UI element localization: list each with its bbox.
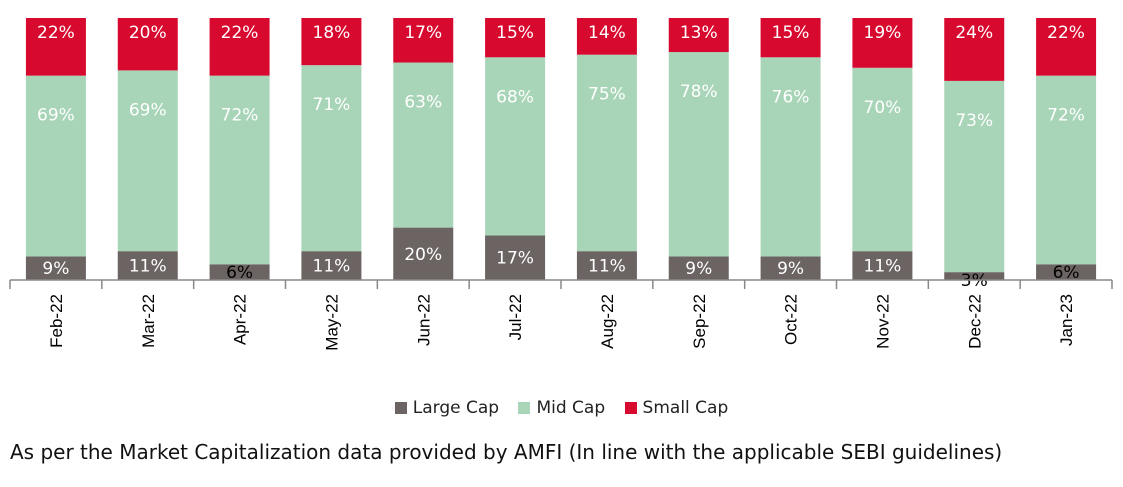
bar-large-cap-sep-22 bbox=[668, 256, 729, 280]
bar-small-cap-sep-22 bbox=[668, 18, 729, 53]
data-label-large-cap-aug-22: 11% bbox=[588, 257, 626, 277]
data-label-mid-cap-may-22: 71% bbox=[313, 95, 351, 115]
data-label-large-cap-oct-22: 9% bbox=[777, 259, 804, 279]
data-label-large-cap-nov-22: 11% bbox=[864, 257, 902, 277]
x-tick-label-apr-22: Apr-22 bbox=[231, 294, 250, 345]
bar-small-cap-apr-22 bbox=[209, 18, 270, 76]
bar-small-cap-jan-23 bbox=[1036, 18, 1097, 76]
data-label-small-cap-oct-22: 15% bbox=[772, 23, 810, 43]
bar-large-cap-jun-22 bbox=[393, 227, 454, 280]
legend-item-mid-cap: Mid Cap bbox=[518, 398, 605, 418]
bar-mid-cap-jan-23 bbox=[1036, 75, 1097, 265]
bar-large-cap-may-22 bbox=[301, 251, 362, 280]
data-label-large-cap-jan-23: 6% bbox=[1053, 263, 1080, 283]
footnote: As per the Market Capitalization data pr… bbox=[10, 440, 1003, 464]
data-label-large-cap-feb-22: 9% bbox=[42, 259, 69, 279]
bar-mid-cap-may-22 bbox=[301, 65, 362, 252]
bar-small-cap-nov-22 bbox=[852, 18, 913, 68]
bar-small-cap-may-22 bbox=[301, 18, 362, 66]
data-label-large-cap-dec-22: 3% bbox=[961, 271, 988, 291]
bar-small-cap-feb-22 bbox=[25, 18, 86, 76]
legend: Large Cap Mid Cap Small Cap bbox=[0, 398, 1123, 418]
x-tick-label-may-22: May-22 bbox=[322, 294, 341, 351]
data-label-mid-cap-apr-22: 72% bbox=[221, 106, 259, 126]
data-label-small-cap-may-22: 18% bbox=[313, 23, 351, 43]
x-tick-label-jul-22: Jul-22 bbox=[506, 294, 525, 340]
bar-mid-cap-jul-22 bbox=[485, 57, 546, 236]
data-label-large-cap-apr-22: 6% bbox=[226, 263, 253, 283]
x-tick-label-oct-22: Oct-22 bbox=[782, 294, 801, 345]
bar-mid-cap-apr-22 bbox=[209, 75, 270, 265]
data-label-small-cap-mar-22: 20% bbox=[129, 23, 167, 43]
legend-swatch-large-cap bbox=[394, 402, 407, 414]
bar-mid-cap-aug-22 bbox=[576, 54, 637, 252]
stacked-bar-chart: 9% 69% 22% 11% 69% 20% 6% 72% 22% 11% 71% 18% 20% 63%… bbox=[9, 18, 1113, 351]
x-tick-label-jan-23: Jan-23 bbox=[1057, 294, 1076, 346]
data-label-mid-cap-jul-22: 68% bbox=[496, 87, 534, 107]
bar-small-cap-aug-22 bbox=[576, 18, 637, 55]
data-label-mid-cap-aug-22: 75% bbox=[588, 85, 626, 105]
bar-large-cap-aug-22 bbox=[576, 251, 637, 280]
data-label-mid-cap-mar-22: 69% bbox=[129, 100, 167, 120]
data-label-large-cap-mar-22: 11% bbox=[129, 257, 167, 277]
data-label-large-cap-jun-22: 20% bbox=[404, 245, 442, 265]
x-tick-label-feb-22: Feb-22 bbox=[47, 294, 66, 348]
x-tick-label-sep-22: Sep-22 bbox=[690, 294, 709, 349]
bar-small-cap-jun-22 bbox=[393, 18, 454, 63]
legend-swatch-small-cap bbox=[624, 402, 637, 414]
data-label-small-cap-nov-22: 19% bbox=[864, 23, 902, 43]
bar-small-cap-oct-22 bbox=[760, 18, 821, 58]
bar-mid-cap-dec-22 bbox=[944, 80, 1005, 273]
data-label-mid-cap-jan-23: 72% bbox=[1047, 106, 1085, 126]
data-label-large-cap-jul-22: 17% bbox=[496, 249, 534, 269]
data-label-small-cap-apr-22: 22% bbox=[221, 23, 259, 43]
bar-large-cap-apr-22 bbox=[209, 264, 270, 280]
data-label-small-cap-jun-22: 17% bbox=[404, 23, 442, 43]
bar-mid-cap-mar-22 bbox=[117, 70, 178, 252]
data-label-small-cap-dec-22: 24% bbox=[955, 23, 993, 43]
data-label-mid-cap-dec-22: 73% bbox=[955, 111, 993, 131]
bar-mid-cap-jun-22 bbox=[393, 62, 454, 228]
data-label-small-cap-sep-22: 13% bbox=[680, 23, 718, 43]
bar-large-cap-mar-22 bbox=[117, 251, 178, 280]
bar-small-cap-jul-22 bbox=[485, 18, 546, 58]
data-label-large-cap-may-22: 11% bbox=[313, 257, 351, 277]
bar-small-cap-mar-22 bbox=[117, 18, 178, 71]
legend-label-large-cap: Large Cap bbox=[412, 398, 500, 418]
bar-mid-cap-oct-22 bbox=[760, 57, 821, 257]
bar-large-cap-nov-22 bbox=[852, 251, 913, 280]
bar-large-cap-jul-22 bbox=[485, 235, 546, 280]
bar-mid-cap-sep-22 bbox=[668, 52, 729, 257]
legend-label-mid-cap: Mid Cap bbox=[536, 398, 606, 418]
x-tick-label-dec-22: Dec-22 bbox=[965, 294, 984, 349]
bar-mid-cap-nov-22 bbox=[852, 67, 913, 252]
bar-large-cap-dec-22 bbox=[944, 272, 1005, 280]
data-label-mid-cap-nov-22: 70% bbox=[864, 98, 902, 118]
x-tick-label-mar-22: Mar-22 bbox=[139, 294, 158, 348]
data-label-mid-cap-jun-22: 63% bbox=[404, 93, 442, 113]
data-label-mid-cap-sep-22: 78% bbox=[680, 82, 718, 102]
legend-label-small-cap: Small Cap bbox=[642, 398, 729, 418]
data-label-large-cap-sep-22: 9% bbox=[685, 259, 712, 279]
x-tick-label-jun-22: Jun-22 bbox=[414, 294, 433, 346]
x-tick-label-nov-22: Nov-22 bbox=[873, 294, 892, 349]
legend-item-small-cap: Small Cap bbox=[624, 398, 729, 418]
data-label-small-cap-aug-22: 14% bbox=[588, 23, 626, 43]
data-label-small-cap-feb-22: 22% bbox=[37, 23, 75, 43]
bar-small-cap-dec-22 bbox=[944, 18, 1005, 81]
x-tick-label-aug-22: Aug-22 bbox=[598, 294, 617, 349]
data-label-mid-cap-oct-22: 76% bbox=[772, 87, 810, 107]
legend-swatch-mid-cap bbox=[518, 402, 531, 414]
bar-large-cap-jan-23 bbox=[1036, 264, 1097, 280]
data-label-small-cap-jan-23: 22% bbox=[1047, 23, 1085, 43]
bar-mid-cap-feb-22 bbox=[25, 75, 86, 257]
bar-large-cap-feb-22 bbox=[25, 256, 86, 280]
data-label-small-cap-jul-22: 15% bbox=[496, 23, 534, 43]
data-label-mid-cap-feb-22: 69% bbox=[37, 106, 75, 126]
legend-item-large-cap: Large Cap bbox=[394, 398, 500, 418]
bar-large-cap-oct-22 bbox=[760, 256, 821, 280]
